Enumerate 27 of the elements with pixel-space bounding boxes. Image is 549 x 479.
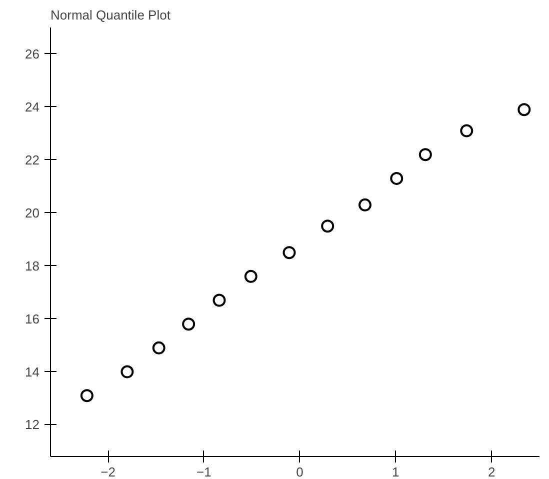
y-tick-label: 22: [25, 152, 40, 168]
y-tick-label: 14: [25, 364, 40, 380]
y-tick-label: 12: [25, 417, 40, 432]
y-tick-label: 26: [25, 46, 40, 62]
x-tick-label: 0: [296, 464, 304, 479]
x-tick-label: 1: [392, 464, 400, 479]
point: [182, 318, 196, 331]
point: [321, 220, 334, 233]
point: [518, 103, 531, 116]
x-tick-label: 2: [488, 464, 496, 479]
point: [358, 198, 372, 212]
point: [244, 270, 258, 283]
point: [152, 341, 166, 354]
point: [390, 172, 404, 185]
x-tick-label: −2: [100, 464, 116, 479]
point: [120, 365, 134, 378]
point: [418, 148, 432, 162]
point: [80, 389, 94, 402]
point: [282, 246, 296, 260]
y-tick-label: 24: [25, 99, 40, 114]
x-tick-label: −1: [196, 464, 212, 479]
y-tick-label: 18: [25, 258, 40, 274]
y-tick-label: 16: [25, 311, 40, 326]
point: [460, 124, 474, 138]
y-tick-label: 20: [25, 205, 40, 220]
chart-title: Normal Quantile Plot: [50, 8, 171, 22]
point: [212, 294, 226, 307]
